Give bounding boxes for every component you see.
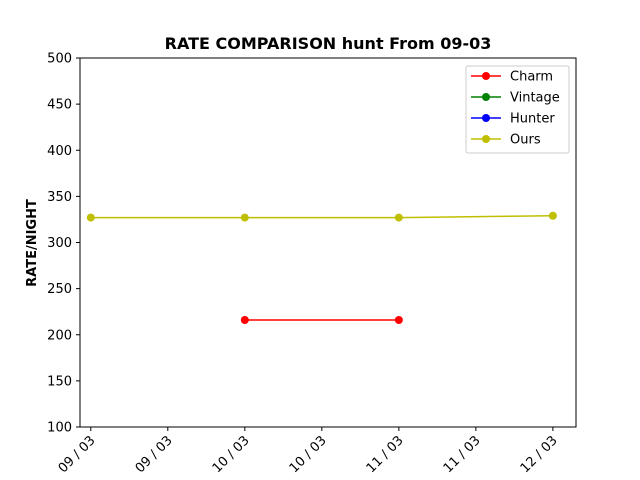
data-point-ours (86, 213, 95, 222)
y-tick-label: 200 (47, 328, 72, 343)
y-tick-label: 400 (47, 144, 72, 159)
legend-marker-vintage (482, 93, 490, 101)
y-tick-label: 150 (47, 374, 72, 389)
data-point-charm (394, 315, 403, 324)
data-point-ours (394, 213, 403, 222)
chart-title: RATE COMPARISON hunt From 09-03 (165, 34, 492, 53)
legend-label-vintage: Vintage (510, 91, 560, 106)
y-axis-label: RATE/NIGHT (25, 199, 40, 287)
y-tick-label: 450 (47, 98, 72, 113)
legend-label-ours: Ours (510, 133, 541, 148)
legend-box (465, 65, 570, 154)
y-tick-label: 100 (47, 421, 72, 436)
x-tick-label: 12 / 03 (518, 433, 561, 476)
legend-marker-ours (482, 135, 490, 143)
data-point-charm (240, 315, 249, 324)
x-tick-label: 10 / 03 (210, 433, 253, 476)
series-line-ours (90, 214, 553, 219)
y-tick-label: 500 (47, 52, 72, 67)
y-tick-label: 350 (47, 190, 72, 205)
x-tick-label: 09 / 03 (133, 433, 176, 476)
x-tick-label: 11 / 03 (441, 433, 484, 476)
y-tick-label: 250 (47, 282, 72, 297)
x-tick-label: 09 / 03 (56, 433, 99, 476)
legend-label-charm: Charm (510, 70, 553, 85)
data-point-ours (548, 211, 557, 220)
data-point-ours (240, 213, 249, 222)
legend-label-hunter: Hunter (510, 112, 555, 127)
legend: Charm Vintage Hunter Ours (465, 65, 570, 154)
legend-marker-hunter (482, 114, 490, 122)
legend-marker-charm (482, 72, 490, 80)
y-tick-label: 300 (47, 236, 72, 251)
x-tick-label: 11 / 03 (364, 433, 407, 476)
x-tick-label: 10 / 03 (287, 433, 330, 476)
